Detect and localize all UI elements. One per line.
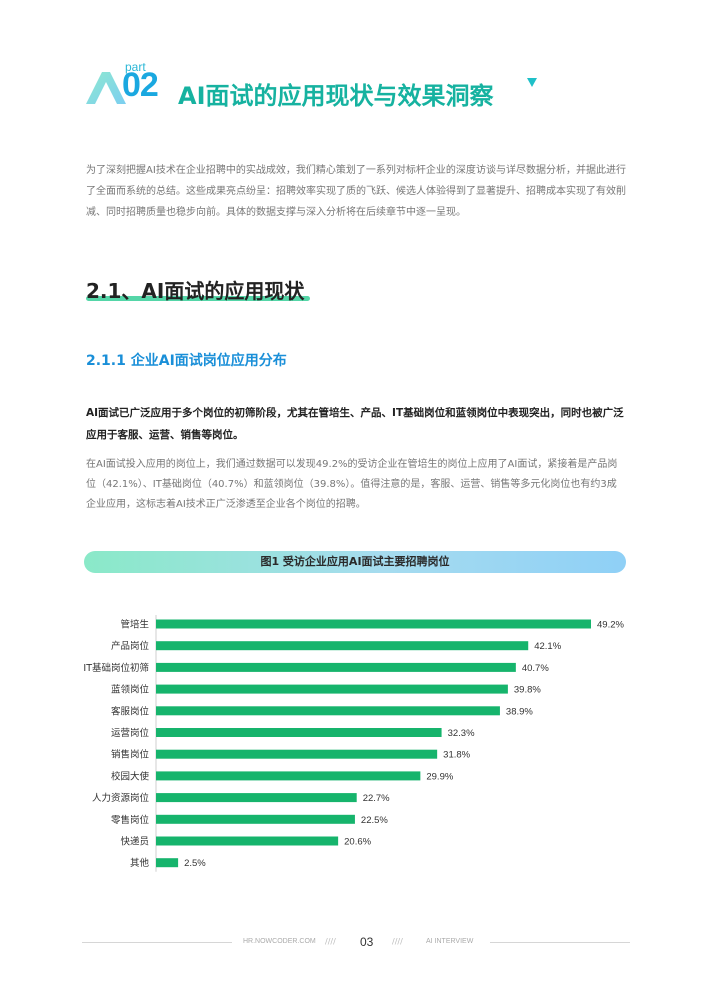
triangle-icon: [527, 78, 537, 87]
bar: [156, 706, 500, 716]
section-title: 2.1、AI面试的应用现状: [86, 279, 305, 303]
footer-divider-left: [82, 942, 232, 943]
value-label: 31.8%: [443, 750, 470, 761]
page-number: 03: [360, 935, 374, 949]
category-label: 其他: [130, 857, 150, 869]
value-label: 40.7%: [522, 663, 549, 674]
chapter-title: AI面试的应用现状与效果洞察: [178, 82, 494, 110]
part-number: 02: [122, 66, 159, 104]
footer-slashes-left: ////: [325, 937, 336, 946]
category-label: 产品岗位: [111, 640, 150, 652]
footer-slashes-right: ////: [392, 937, 403, 946]
bar: [156, 858, 179, 868]
value-label: 32.3%: [448, 728, 475, 739]
category-label: 客服岗位: [111, 705, 150, 717]
bar: [156, 684, 508, 694]
lead-paragraph: AI面试已广泛应用于多个岗位的初筛阶段，尤其在管培生、产品、IT基础岗位和蓝领岗…: [86, 407, 624, 441]
footer-brand: AI INTERVIEW: [426, 938, 474, 945]
category-label: 快递员: [120, 836, 149, 848]
part-logo-icon: [86, 72, 126, 104]
bar: [156, 749, 438, 759]
bar: [156, 793, 357, 803]
bar: [156, 662, 516, 672]
category-label: 校园大使: [111, 770, 150, 782]
bar: [156, 619, 591, 629]
category-label: 管培生: [120, 619, 149, 631]
part-label: part: [125, 60, 146, 74]
value-label: 49.2%: [597, 620, 624, 631]
value-label: 20.6%: [344, 837, 371, 848]
footer-divider-right: [490, 942, 630, 943]
intro-paragraph: 为了深刻把握AI技术在企业招聘中的实战成效，我们精心策划了一系列对标杆企业的深度…: [86, 165, 626, 218]
section-title-underline: [86, 296, 310, 301]
value-label: 2.5%: [184, 858, 206, 869]
chart-title-banner: [84, 551, 626, 573]
bar: [156, 814, 355, 824]
bar: [156, 836, 339, 846]
bar: [156, 728, 442, 737]
bar-chart: 管培生 49.2% 产品岗位 42.1% IT基础岗位初筛 40.7% 蓝领岗位 39.8% 客…: [83, 615, 624, 872]
value-label: 22.7%: [363, 793, 390, 804]
category-label: IT基础岗位初筛: [83, 662, 149, 674]
category-label: 销售岗位: [111, 749, 150, 761]
bar: [156, 771, 421, 781]
bar: [156, 641, 529, 651]
category-label: 人力资源岗位: [92, 792, 150, 804]
category-label: 运营岗位: [111, 727, 150, 739]
chart-title: 图1 受访企业应用AI面试主要招聘岗位: [260, 555, 450, 568]
subsection-title: 2.1.1 企业AI面试岗位应用分布: [86, 353, 287, 369]
value-label: 29.9%: [426, 771, 453, 782]
value-label: 22.5%: [361, 815, 388, 826]
body-paragraph: 在AI面试投入应用的岗位上，我们通过数据可以发现49.2%的受访企业在管培生的岗…: [86, 459, 618, 510]
value-label: 38.9%: [506, 706, 533, 717]
footer-site: HR.NOWCODER.COM: [243, 938, 316, 945]
category-label: 零售岗位: [111, 814, 150, 826]
value-label: 42.1%: [534, 641, 561, 652]
value-label: 39.8%: [514, 685, 541, 696]
category-label: 蓝领岗位: [111, 684, 150, 696]
